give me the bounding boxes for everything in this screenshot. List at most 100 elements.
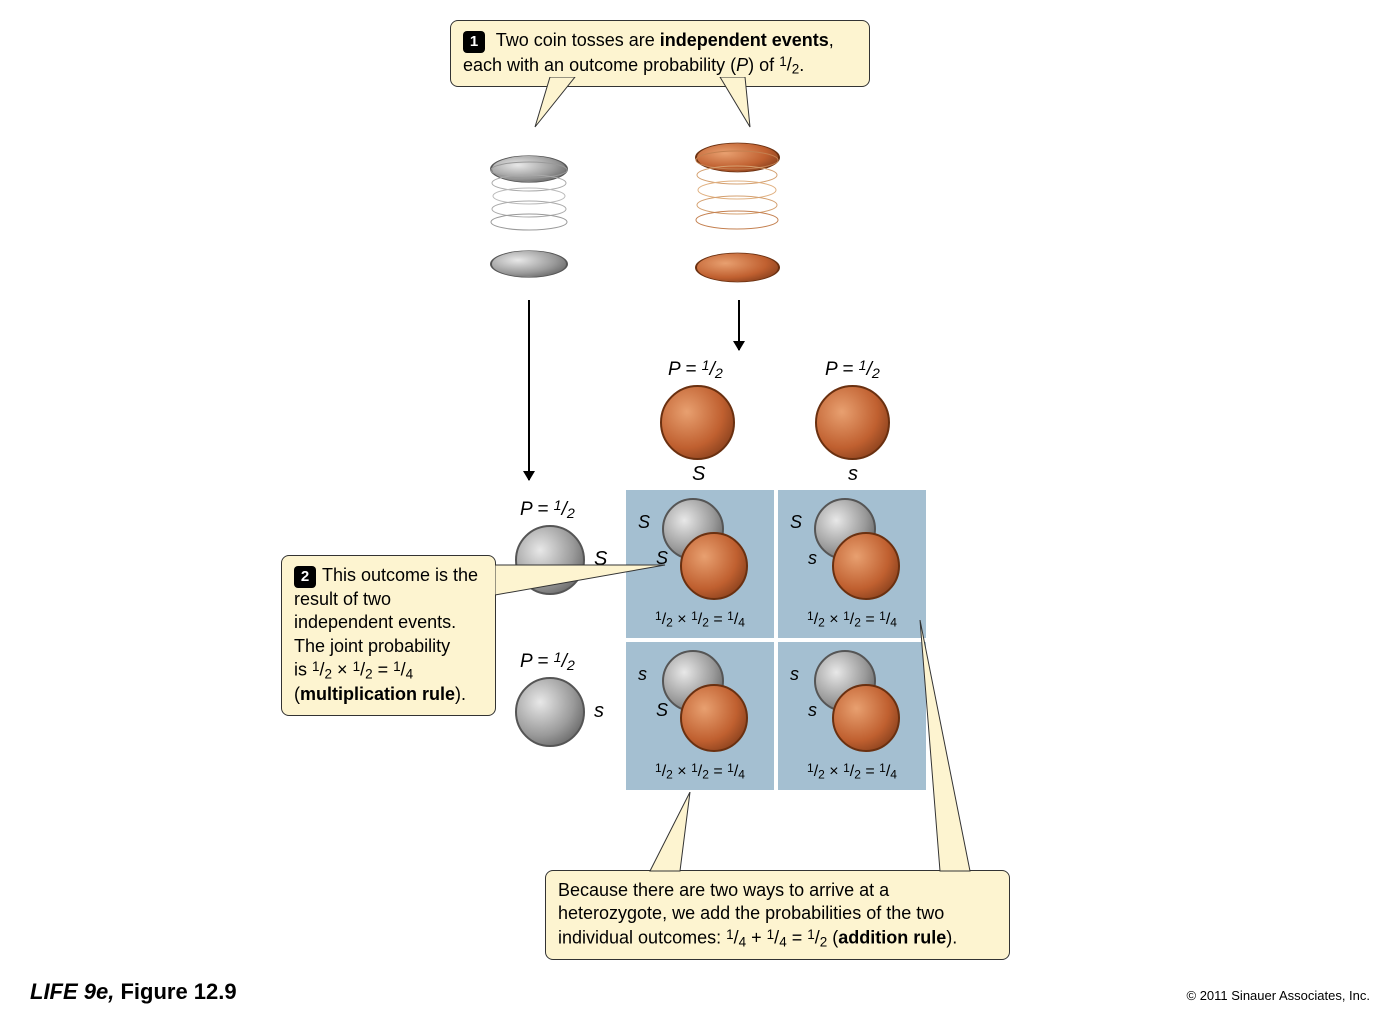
c3d2: 4 bbox=[779, 934, 787, 949]
c2-l2: result of two bbox=[294, 589, 391, 609]
silver-coin-top-tails bbox=[490, 250, 568, 277]
cell-sS-copper bbox=[680, 684, 748, 752]
pd2d: 2 bbox=[854, 768, 861, 782]
c1-text: Two coin tosses are independent events, … bbox=[463, 30, 834, 75]
p3: P bbox=[520, 499, 532, 520]
c1-h: . bbox=[799, 55, 804, 75]
hn4: 1 bbox=[554, 650, 562, 666]
badge-2: 2 bbox=[294, 566, 316, 588]
allele-top-S: S bbox=[692, 463, 705, 486]
footer-left: LIFE 9e, Figure 12.9 bbox=[30, 979, 237, 1005]
pd1a: 2 bbox=[666, 616, 673, 630]
c3p: + bbox=[746, 928, 767, 948]
c3d1: 4 bbox=[739, 934, 747, 949]
footer-right: © 2011 Sinauer Associates, Inc. bbox=[1187, 988, 1371, 1003]
cell-Ss-a1: S bbox=[790, 512, 802, 533]
c2e: = bbox=[373, 660, 394, 680]
cell-sS-a2: S bbox=[656, 700, 668, 721]
hd2: 2 bbox=[872, 366, 880, 382]
pnra: 1 bbox=[727, 609, 734, 623]
c3-l2: heterozygote, we add the probabilities o… bbox=[558, 903, 944, 923]
c3-l3c: addition rule bbox=[838, 928, 946, 948]
eq1: = bbox=[680, 359, 702, 380]
c2n3: 1 bbox=[393, 659, 401, 674]
hd3: 2 bbox=[567, 506, 575, 522]
hn3: 1 bbox=[554, 498, 562, 514]
c2-l5a: is bbox=[294, 660, 312, 680]
pec: = bbox=[709, 764, 727, 781]
pd1b: 2 bbox=[818, 616, 825, 630]
c1-a: Two coin tosses are bbox=[496, 30, 660, 50]
eq2: = bbox=[837, 359, 859, 380]
cell-SS-copper bbox=[680, 532, 748, 600]
cell-sS-prob: 1/2 × 1/2 = 1/4 bbox=[626, 761, 774, 782]
hd4: 2 bbox=[567, 658, 575, 674]
p-label-top-s: P = 1/2 bbox=[825, 358, 880, 382]
c2n2: 1 bbox=[353, 659, 361, 674]
badge-1: 1 bbox=[463, 31, 485, 53]
pn1b: 1 bbox=[807, 609, 814, 623]
footer-left-b: Figure 12.9 bbox=[114, 979, 236, 1004]
punnett-cell-sS: s S 1/2 × 1/2 = 1/4 bbox=[626, 642, 774, 790]
callout-1: 1 Two coin tosses are independent events… bbox=[450, 20, 870, 87]
c3-l3d: ). bbox=[946, 928, 957, 948]
c2n1: 1 bbox=[312, 659, 320, 674]
pd1c: 2 bbox=[666, 768, 673, 782]
hn1: 1 bbox=[702, 358, 710, 374]
c1-d: P bbox=[736, 55, 748, 75]
eq4: = bbox=[532, 651, 554, 672]
c2-l4: The joint probability bbox=[294, 636, 450, 656]
p-label-top-S: P = 1/2 bbox=[668, 358, 723, 382]
c3-l3b: ( bbox=[827, 928, 838, 948]
c2d2: 2 bbox=[365, 667, 373, 682]
p4: P bbox=[520, 651, 532, 672]
p2: P bbox=[825, 359, 837, 380]
c1-b: independent events bbox=[660, 30, 829, 50]
cell-ss-a2: s bbox=[808, 700, 817, 721]
eq3: = bbox=[532, 499, 554, 520]
pnrc: 1 bbox=[727, 761, 734, 775]
p-label-left-s: P = 1/2 bbox=[520, 650, 575, 674]
c3-l1: Because there are two ways to arrive at … bbox=[558, 880, 889, 900]
arrow-silver-down bbox=[528, 300, 530, 480]
c2d3: 4 bbox=[406, 667, 414, 682]
pointer-c3-right bbox=[870, 620, 1010, 872]
c2-l6b: multiplication rule bbox=[300, 684, 455, 704]
c3n3: 1 bbox=[807, 927, 815, 942]
pn1c: 1 bbox=[655, 761, 662, 775]
c3e: = bbox=[787, 928, 808, 948]
copper-coin-top-tails bbox=[695, 253, 780, 283]
pointer-c1-left bbox=[520, 77, 600, 137]
c2-l6c: ). bbox=[455, 684, 466, 704]
cell-sS-a1: s bbox=[638, 664, 647, 685]
c3n2: 1 bbox=[767, 927, 775, 942]
pn2d: 1 bbox=[843, 761, 850, 775]
c1-e: ) of bbox=[748, 55, 779, 75]
hd1: 2 bbox=[715, 366, 723, 382]
cell-ss-a1: s bbox=[790, 664, 799, 685]
pd2c: 2 bbox=[702, 768, 709, 782]
pn2c: 1 bbox=[691, 761, 698, 775]
c1-fn: 1 bbox=[779, 54, 787, 69]
arrow-copper-down bbox=[738, 300, 740, 350]
cell-Ss-a2: s bbox=[808, 548, 817, 569]
c2m: × bbox=[332, 660, 353, 680]
pointer-c1-right bbox=[700, 77, 780, 137]
hn2: 1 bbox=[859, 358, 867, 374]
copper-header-s bbox=[815, 385, 890, 460]
c3-l3a: individual outcomes: bbox=[558, 928, 726, 948]
silver-header-s bbox=[515, 677, 585, 747]
c2-l1: This outcome is the bbox=[322, 565, 478, 585]
p-label-left-S: P = 1/2 bbox=[520, 498, 575, 522]
punnett-cell-Ss: S s 1/2 × 1/2 = 1/4 bbox=[778, 490, 926, 638]
pn2a: 1 bbox=[691, 609, 698, 623]
copper-header-S bbox=[660, 385, 735, 460]
pd1d: 2 bbox=[818, 768, 825, 782]
pn2b: 1 bbox=[843, 609, 850, 623]
c2-l3: independent events. bbox=[294, 612, 456, 632]
allele-left-s: s bbox=[594, 700, 604, 723]
callout-3: Because there are two ways to arrive at … bbox=[545, 870, 1010, 960]
pdrc: 4 bbox=[738, 768, 745, 782]
pd2b: 2 bbox=[854, 616, 861, 630]
footer-left-a: LIFE 9e, bbox=[30, 979, 114, 1004]
